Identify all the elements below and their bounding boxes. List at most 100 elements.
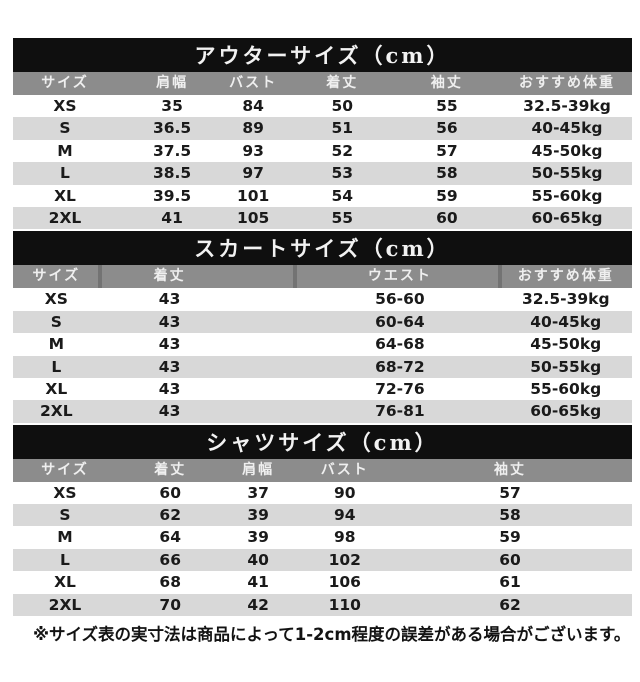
value-cell: 45-50kg [531, 141, 603, 160]
value-cell: 43 [158, 290, 181, 309]
value-cell: 60 [499, 550, 521, 569]
size-label-cell: 2XL [48, 595, 82, 614]
column-header: 着丈 [326, 75, 359, 91]
value-cell: 43 [158, 402, 181, 421]
table-title-bar: シャツサイズ（cm） [13, 424, 632, 459]
size-label-cell: 2XL [48, 208, 82, 227]
table-row: S 62 39 94 58 [13, 504, 632, 527]
column-header: おすすめ体重 [517, 268, 614, 285]
column-header: 袖丈 [430, 75, 463, 91]
value-cell: 60 [159, 483, 182, 502]
table-row: XL 68 41 106 61 [13, 571, 632, 593]
value-cell: 62 [499, 595, 521, 614]
table-row: L 38.5 97 53 58 50-55kg [13, 162, 632, 185]
value-cell: 50 [331, 97, 354, 115]
table-title-bar: スカートサイズ（cm） [13, 231, 632, 266]
table-row: M 64 39 98 59 [13, 526, 632, 548]
value-cell: 32.5-39kg [521, 290, 610, 309]
value-cell: 56-60 [375, 290, 425, 309]
value-cell: 43 [158, 312, 181, 331]
value-cell: 38.5 [152, 164, 192, 183]
value-cell: 76-81 [375, 402, 425, 421]
value-cell: 64-68 [375, 335, 425, 354]
size-label-cell: 2XL [40, 402, 73, 421]
size-label-cell: XS [44, 290, 68, 309]
table-row: XS 43 56-60 32.5-39kg [13, 288, 632, 310]
value-cell: 55-60kg [531, 186, 603, 205]
value-cell: 55 [436, 97, 458, 115]
value-cell: 43 [158, 357, 181, 376]
value-cell: 35 [161, 97, 183, 115]
value-cell: 98 [333, 528, 356, 547]
table-row: S 43 60-64 40-45kg [13, 310, 632, 334]
column-header: サイズ [32, 268, 81, 285]
value-cell: 84 [242, 97, 264, 115]
value-cell: 55 [331, 208, 354, 227]
column-header: ウエスト [367, 268, 432, 285]
table-row: L 43 68-72 50-55kg [13, 355, 632, 378]
table-header-row: サイズ 着丈 ウエスト おすすめ体重 [13, 265, 632, 289]
size-tables: アウターサイズ（cm） サイズ 肩幅 バスト 着丈 袖丈 おすすめ体重 XS 35 84 50 55 3… [13, 38, 632, 645]
value-cell: 60-64 [375, 312, 425, 331]
size-label-cell: L [60, 550, 70, 569]
table-title: アウターサイズ（cm） [194, 43, 451, 68]
size-label-cell: S [50, 312, 62, 331]
value-cell: 70 [159, 595, 182, 614]
column-header: サイズ [41, 461, 89, 478]
skirt-size-table: スカートサイズ（cm） サイズ 着丈 ウエスト おすすめ体重 XS 43 56-60 32.5-… [13, 231, 632, 423]
value-cell: 39 [247, 506, 269, 525]
size-label-cell: M [57, 528, 73, 547]
value-cell: 37 [247, 483, 269, 502]
table-row: M 43 64-68 45-50kg [13, 333, 632, 355]
value-cell: 102 [328, 550, 361, 569]
value-cell: 45-50kg [530, 335, 602, 354]
value-cell: 58 [499, 506, 521, 525]
value-cell: 64 [159, 528, 182, 547]
value-cell: 41 [161, 208, 183, 227]
value-cell: 55-60kg [530, 379, 602, 398]
value-cell: 58 [436, 164, 458, 183]
column-header: 肩幅 [242, 461, 275, 478]
value-cell: 37.5 [152, 141, 192, 160]
table-title-bar: アウターサイズ（cm） [13, 38, 632, 72]
header-cell-seam [293, 265, 298, 289]
value-cell: 93 [242, 141, 264, 160]
value-cell: 62 [159, 506, 182, 525]
size-label-cell: XL [54, 573, 76, 592]
column-header: サイズ [41, 75, 89, 91]
value-cell: 32.5-39kg [523, 97, 611, 115]
value-cell: 36.5 [152, 119, 192, 138]
column-header: おすすめ体重 [519, 75, 615, 91]
value-cell: 89 [242, 119, 264, 138]
value-cell: 110 [328, 595, 361, 614]
value-cell: 68 [159, 573, 182, 592]
value-cell: 56 [436, 119, 458, 138]
column-header: バスト [320, 461, 369, 478]
value-cell: 54 [331, 186, 354, 205]
value-cell: 94 [333, 506, 356, 525]
value-cell: 97 [242, 164, 264, 183]
table-row: XS 35 84 50 55 32.5-39kg [13, 95, 632, 117]
value-cell: 39 [247, 528, 269, 547]
header-cell-seam [97, 265, 102, 289]
size-label-cell: M [48, 335, 65, 354]
value-cell: 51 [331, 119, 354, 138]
table-row: M 37.5 93 52 57 45-50kg [13, 140, 632, 162]
value-cell: 39.5 [152, 186, 192, 205]
value-cell: 52 [331, 141, 354, 160]
column-header: 着丈 [154, 461, 187, 478]
column-header: バスト [229, 75, 278, 91]
table-title: シャツサイズ（cm） [206, 429, 439, 455]
size-label-cell: XL [54, 186, 76, 205]
value-cell: 66 [159, 550, 182, 569]
value-cell: 40 [247, 550, 269, 569]
value-cell: 60-65kg [530, 402, 602, 421]
size-label-cell: XS [53, 97, 77, 115]
table-header-row: サイズ 肩幅 バスト 着丈 袖丈 おすすめ体重 [13, 72, 632, 95]
size-label-cell: S [59, 506, 71, 525]
size-label-cell: XL [45, 379, 68, 398]
value-cell: 41 [247, 573, 269, 592]
size-tolerance-footnote: ※サイズ表の実寸法は商品によって1-2cm程度の誤差がある場合がございます。 [33, 625, 631, 645]
table-row: 2XL 70 42 110 62 [13, 593, 632, 617]
